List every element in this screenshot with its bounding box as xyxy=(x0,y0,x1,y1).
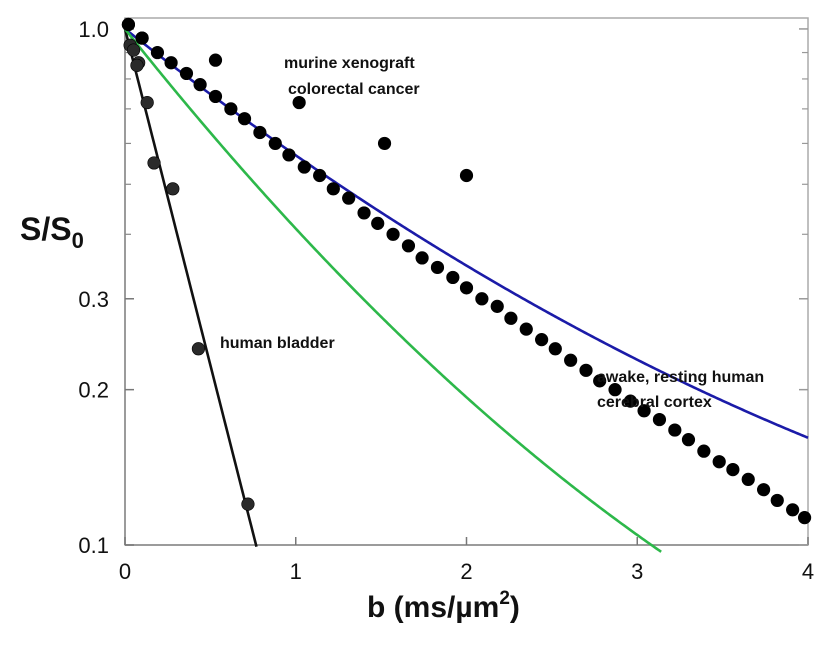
y-axis-label: S/S0 xyxy=(20,211,84,253)
x-tick-label: 0 xyxy=(119,559,131,584)
data-point-series-1 xyxy=(377,136,392,151)
data-point-series-2 xyxy=(326,182,340,196)
data-point-series-2 xyxy=(535,333,549,347)
data-point-series-0 xyxy=(126,43,141,57)
data-point-series-2 xyxy=(430,260,445,275)
data-point-series-2 xyxy=(415,251,429,265)
data-point-series-2 xyxy=(579,363,593,377)
data-point-series-2 xyxy=(564,353,578,367)
data-point-series-0 xyxy=(166,182,180,196)
data-point-series-2 xyxy=(504,311,518,325)
data-point-series-2 xyxy=(797,511,812,525)
data-point-series-2 xyxy=(237,112,252,126)
data-point-series-2 xyxy=(150,45,165,60)
data-point-series-0 xyxy=(147,156,161,170)
data-point-series-1 xyxy=(292,95,306,110)
data-point-series-2 xyxy=(652,412,667,427)
fit-line-1 xyxy=(124,27,809,439)
annotation-xenograft-line2: colorectal cancer xyxy=(288,81,420,98)
data-point-series-2 xyxy=(490,299,504,313)
data-point-series-2 xyxy=(548,342,562,356)
data-point-series-2 xyxy=(726,462,740,477)
data-point-series-2 xyxy=(179,66,194,81)
data-point-series-2 xyxy=(135,31,149,45)
x-tick-label: 4 xyxy=(802,559,814,584)
data-point-series-2 xyxy=(770,493,784,508)
data-point-series-1 xyxy=(459,168,474,183)
data-point-series-2 xyxy=(608,383,622,397)
data-point-series-2 xyxy=(475,292,489,306)
data-point-series-2 xyxy=(313,168,327,183)
data-point-series-2 xyxy=(342,191,356,205)
data-point-series-2 xyxy=(697,444,711,458)
fit-line-0 xyxy=(123,28,258,547)
data-point-series-2 xyxy=(741,472,755,487)
data-point-series-1 xyxy=(208,53,223,67)
data-point-series-2 xyxy=(519,322,533,336)
data-point-series-2 xyxy=(297,160,311,174)
data-point-series-2 xyxy=(681,433,696,447)
data-point-series-2 xyxy=(164,56,178,70)
x-axis-label: b (ms/µm2) xyxy=(367,588,520,624)
data-point-series-0 xyxy=(140,95,154,110)
annotation-human-bladder: human bladder xyxy=(220,335,335,352)
data-point-series-2 xyxy=(459,281,474,295)
data-point-series-2 xyxy=(357,206,371,220)
data-point-series-2 xyxy=(224,102,238,116)
data-point-series-2 xyxy=(253,125,267,140)
data-point-series-2 xyxy=(668,423,682,437)
x-tick-label: 1 xyxy=(290,559,302,584)
data-point-series-2 xyxy=(593,374,607,388)
data-point-series-2 xyxy=(371,216,385,230)
data-point-series-2 xyxy=(757,483,771,497)
data-point-series-0 xyxy=(241,497,255,511)
y-tick-label: 0.1 xyxy=(78,533,109,558)
data-point-series-1 xyxy=(121,17,136,32)
x-tick-label: 3 xyxy=(631,559,643,584)
data-point-series-2 xyxy=(712,455,726,469)
x-tick-label: 2 xyxy=(460,559,472,584)
y-tick-label: 0.3 xyxy=(78,287,109,312)
data-point-series-2 xyxy=(268,136,282,151)
data-point-series-2 xyxy=(386,227,400,241)
y-tick-label: 0.2 xyxy=(78,378,109,403)
data-point-series-0 xyxy=(191,342,206,356)
data-point-series-2 xyxy=(786,503,800,517)
y-tick-label: 1.0 xyxy=(78,17,109,42)
fit-line-2 xyxy=(123,28,662,553)
data-point-series-2 xyxy=(193,78,207,92)
data-point-series-0 xyxy=(130,58,144,72)
data-point-series-2 xyxy=(637,404,651,418)
data-point-series-2 xyxy=(208,89,223,104)
annotation-cortex-line1: awake, resting human xyxy=(597,369,764,386)
annotation-xenograft-line1: murine xenograft xyxy=(284,55,415,72)
data-point-series-2 xyxy=(401,239,416,253)
data-point-series-2 xyxy=(446,270,460,285)
data-point-series-2 xyxy=(623,394,638,408)
annotation-cortex-line2: cerebral cortex xyxy=(597,394,712,411)
data-point-series-2 xyxy=(282,148,296,162)
